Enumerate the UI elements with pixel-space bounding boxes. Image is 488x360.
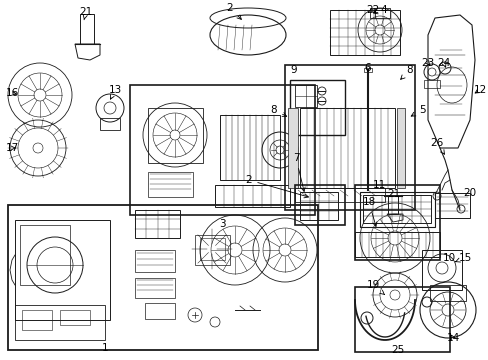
Bar bbox=[148, 172, 193, 197]
Text: 15: 15 bbox=[454, 253, 470, 263]
Bar bbox=[135, 250, 175, 272]
Bar bbox=[294, 188, 384, 202]
Bar bbox=[8, 205, 317, 350]
Bar bbox=[294, 185, 345, 225]
Bar bbox=[387, 196, 397, 214]
Bar bbox=[429, 285, 465, 301]
Bar bbox=[423, 80, 439, 88]
Bar bbox=[215, 185, 289, 207]
Bar bbox=[362, 195, 430, 223]
Bar bbox=[299, 192, 337, 220]
Text: 12: 12 bbox=[472, 85, 486, 95]
Text: 18: 18 bbox=[362, 197, 376, 226]
Text: 1: 1 bbox=[102, 343, 108, 353]
Bar bbox=[289, 80, 345, 135]
Text: 8: 8 bbox=[400, 65, 412, 79]
Bar bbox=[363, 68, 371, 72]
Bar bbox=[60, 310, 90, 325]
Bar bbox=[100, 118, 120, 130]
Text: 13: 13 bbox=[108, 85, 122, 99]
Text: 25: 25 bbox=[390, 345, 404, 355]
Text: 21: 21 bbox=[386, 189, 400, 199]
Bar bbox=[200, 238, 224, 260]
Text: 26: 26 bbox=[429, 138, 444, 154]
Bar bbox=[195, 235, 229, 265]
Text: 6: 6 bbox=[364, 63, 370, 73]
Bar bbox=[354, 287, 449, 352]
Text: 10: 10 bbox=[442, 253, 455, 263]
Bar bbox=[148, 108, 203, 163]
Bar bbox=[354, 185, 439, 260]
Bar bbox=[354, 232, 439, 257]
Bar bbox=[130, 85, 314, 215]
Bar bbox=[396, 108, 404, 188]
Text: 2: 2 bbox=[245, 175, 308, 198]
Text: 19: 19 bbox=[366, 280, 384, 294]
Text: 21: 21 bbox=[79, 7, 92, 20]
Bar bbox=[299, 108, 394, 188]
Bar bbox=[135, 210, 180, 238]
Bar bbox=[20, 225, 70, 285]
Text: 14: 14 bbox=[446, 333, 459, 343]
Bar bbox=[329, 10, 399, 55]
Text: 16: 16 bbox=[5, 88, 19, 98]
Text: 23: 23 bbox=[421, 58, 434, 68]
Bar bbox=[220, 115, 280, 180]
Text: 11: 11 bbox=[372, 180, 385, 190]
Text: 17: 17 bbox=[5, 143, 19, 153]
Text: 5: 5 bbox=[410, 105, 425, 116]
Bar bbox=[359, 192, 434, 227]
Bar bbox=[285, 65, 414, 210]
Bar bbox=[369, 8, 389, 18]
Bar bbox=[434, 193, 469, 218]
Bar bbox=[294, 85, 316, 107]
Text: 4: 4 bbox=[373, 5, 386, 15]
Text: 7: 7 bbox=[292, 153, 305, 192]
Bar bbox=[80, 14, 94, 44]
Text: 22: 22 bbox=[366, 5, 379, 15]
Bar bbox=[145, 303, 175, 319]
Text: 8: 8 bbox=[270, 105, 286, 116]
Text: 3: 3 bbox=[218, 219, 225, 229]
Bar bbox=[421, 250, 461, 290]
Text: 9: 9 bbox=[290, 65, 297, 75]
Text: 24: 24 bbox=[436, 58, 450, 68]
Bar bbox=[15, 220, 110, 320]
Bar bbox=[15, 305, 105, 340]
Bar bbox=[287, 108, 297, 188]
Bar bbox=[22, 310, 52, 330]
Bar bbox=[135, 278, 175, 298]
Text: 2: 2 bbox=[226, 3, 241, 19]
Text: 20: 20 bbox=[463, 188, 476, 198]
